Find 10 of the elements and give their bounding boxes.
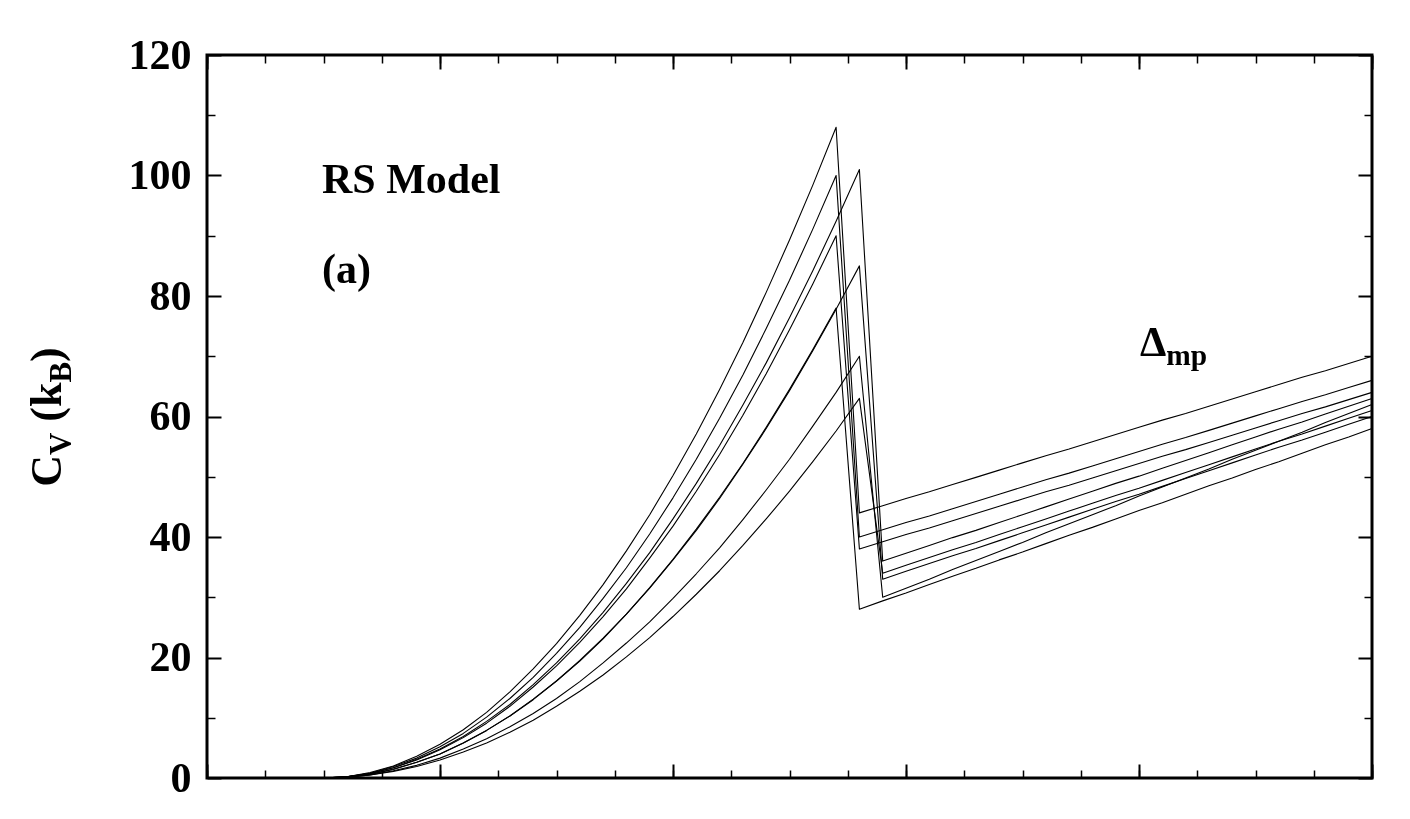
y-tick-label: 40 bbox=[149, 513, 192, 560]
annotation: RS Model bbox=[322, 155, 501, 203]
y-tick-label: 20 bbox=[149, 634, 192, 680]
y-tick-label: 100 bbox=[128, 152, 192, 198]
annotation: Δ$_{mp}$ bbox=[1140, 318, 1208, 373]
y-tick-label: 120 bbox=[128, 31, 192, 78]
y-tick-label: 60 bbox=[149, 393, 192, 439]
y-tick-label: 0 bbox=[170, 754, 192, 801]
y-tick-label: 80 bbox=[149, 272, 192, 319]
annotation: (a) bbox=[322, 245, 371, 293]
